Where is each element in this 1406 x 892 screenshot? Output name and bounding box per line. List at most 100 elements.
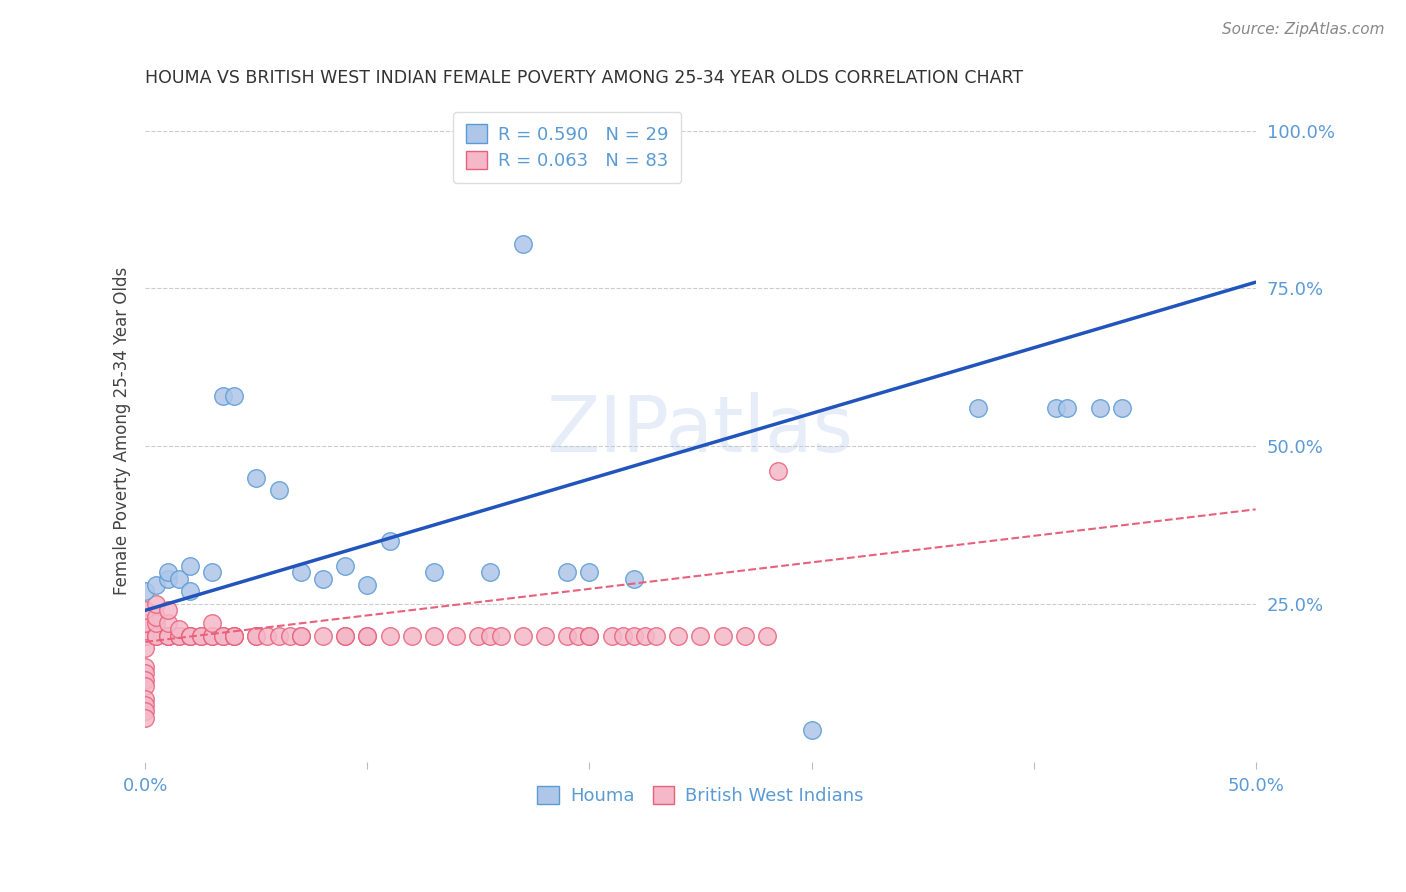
Point (212, 389, 235, 403)
Point (179, 584, 201, 599)
Point (600, 629, 623, 643)
Point (134, 629, 156, 643)
Point (245, 471, 267, 485)
Point (145, 609, 167, 624)
Point (711, 629, 734, 643)
Point (356, 629, 378, 643)
Point (134, 698, 156, 712)
Point (1090, 401, 1112, 416)
Point (612, 629, 634, 643)
Point (156, 603, 179, 617)
Point (167, 572, 190, 586)
Point (534, 629, 557, 643)
Point (134, 641, 156, 656)
Point (145, 597, 167, 611)
Point (134, 603, 156, 617)
Point (245, 629, 267, 643)
Point (179, 629, 201, 643)
Point (179, 559, 201, 574)
Point (578, 629, 600, 643)
Point (134, 629, 156, 643)
Point (167, 629, 190, 643)
Point (312, 572, 335, 586)
Text: Source: ZipAtlas.com: Source: ZipAtlas.com (1222, 22, 1385, 37)
Point (278, 629, 301, 643)
Point (756, 629, 779, 643)
Point (134, 704, 156, 718)
Point (312, 629, 335, 643)
Point (356, 629, 378, 643)
Point (134, 629, 156, 643)
Point (134, 691, 156, 706)
Point (356, 578, 378, 592)
Point (423, 566, 446, 580)
Point (378, 629, 401, 643)
Point (567, 629, 589, 643)
Point (190, 629, 212, 643)
Point (333, 629, 356, 643)
Point (212, 629, 235, 643)
Point (401, 629, 423, 643)
Point (145, 615, 167, 630)
Point (167, 622, 190, 636)
Point (489, 629, 512, 643)
Point (134, 629, 156, 643)
Point (145, 629, 167, 643)
Point (423, 629, 446, 643)
Point (224, 629, 246, 643)
Point (290, 566, 312, 580)
Point (156, 629, 179, 643)
Point (1111, 401, 1133, 416)
Point (134, 666, 156, 681)
Point (156, 615, 179, 630)
Point (333, 559, 356, 574)
Point (634, 629, 657, 643)
Point (578, 629, 600, 643)
Point (512, 237, 534, 252)
Point (167, 629, 190, 643)
Point (156, 566, 179, 580)
Point (623, 572, 645, 586)
Point (156, 629, 179, 643)
Point (134, 629, 156, 643)
Point (179, 629, 201, 643)
Point (134, 584, 156, 599)
Point (555, 566, 578, 580)
Point (224, 629, 246, 643)
Text: HOUMA VS BRITISH WEST INDIAN FEMALE POVERTY AMONG 25-34 YEAR OLDS CORRELATION CH: HOUMA VS BRITISH WEST INDIAN FEMALE POVE… (145, 69, 1024, 87)
Point (201, 629, 224, 643)
Point (179, 629, 201, 643)
Point (212, 629, 235, 643)
Point (967, 401, 990, 416)
Point (444, 629, 467, 643)
Text: ZIPatlas: ZIPatlas (547, 392, 853, 468)
Point (134, 710, 156, 724)
Point (201, 629, 224, 643)
Point (267, 629, 290, 643)
Point (201, 615, 224, 630)
Point (1045, 401, 1067, 416)
Point (201, 566, 224, 580)
Point (134, 629, 156, 643)
Point (578, 566, 600, 580)
Point (555, 629, 578, 643)
Point (478, 629, 501, 643)
Point (145, 629, 167, 643)
Legend: Houma, British West Indians: Houma, British West Indians (530, 779, 870, 813)
Point (156, 572, 179, 586)
Point (245, 629, 267, 643)
Point (156, 629, 179, 643)
Point (134, 673, 156, 687)
Point (800, 723, 823, 738)
Point (666, 629, 689, 643)
Point (224, 389, 246, 403)
Point (512, 629, 534, 643)
Point (134, 629, 156, 643)
Point (224, 629, 246, 643)
Point (290, 629, 312, 643)
Point (734, 629, 756, 643)
Point (145, 578, 167, 592)
Point (134, 679, 156, 693)
Point (134, 660, 156, 674)
Point (1056, 401, 1078, 416)
